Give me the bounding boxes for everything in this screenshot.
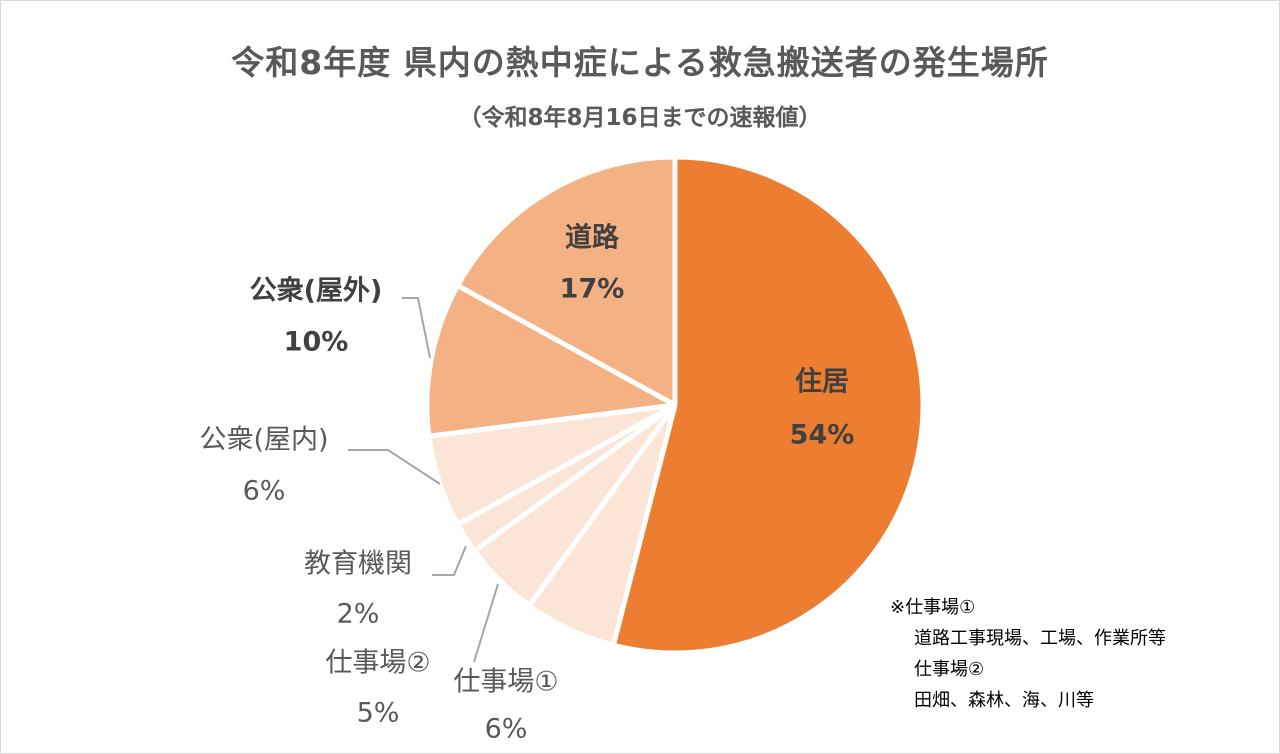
slice-label-2: 仕事場① [453,667,558,698]
note-heading-workplace-1: ※仕事場① [890,597,976,618]
slice-percent-3: 5% [357,698,400,729]
pie-slice-7 [455,154,678,408]
slice-percent-7: 17% [560,274,625,305]
slice-percent-1: 54% [790,420,855,451]
note-line-workplace-1: 道路工事現場、工場、作業所等 [914,628,1166,649]
slice-label-5: 公衆(屋内) [199,425,328,456]
slice-label-1: 住居 [795,366,849,398]
slice-percent-4: 2% [337,599,380,630]
slice-percent-5: 6% [243,476,286,507]
slice-label-6: 公衆(屋外) [250,276,383,307]
leader-line-2 [473,583,499,663]
pie-slice-6 [424,283,678,439]
slice-label-4: 教育機関 [304,549,412,580]
legend-note: ※仕事場① 道路工事現場、工場、作業所等 仕事場② 田畑、森林、海、川等 [890,592,1166,716]
slice-label-7: 道路 [565,222,620,254]
slice-label-3: 仕事場② [325,648,430,679]
leader-line-4 [432,545,467,576]
pie-slice-1 [610,154,926,656]
note-heading-workplace-2: 仕事場② [914,659,985,680]
note-line-workplace-2: 田畑、森林、海、川等 [914,690,1094,711]
chart-subtitle: （令和8年8月16日までの速報値） [458,105,822,131]
slice-percent-2: 6% [485,714,528,745]
leader-line-5 [348,449,441,485]
leader-line-6 [402,297,431,359]
slice-percent-6: 10% [284,327,349,358]
chart-title: 令和8年度 県内の熱中症による救急搬送者の発生場所 [231,43,1049,82]
